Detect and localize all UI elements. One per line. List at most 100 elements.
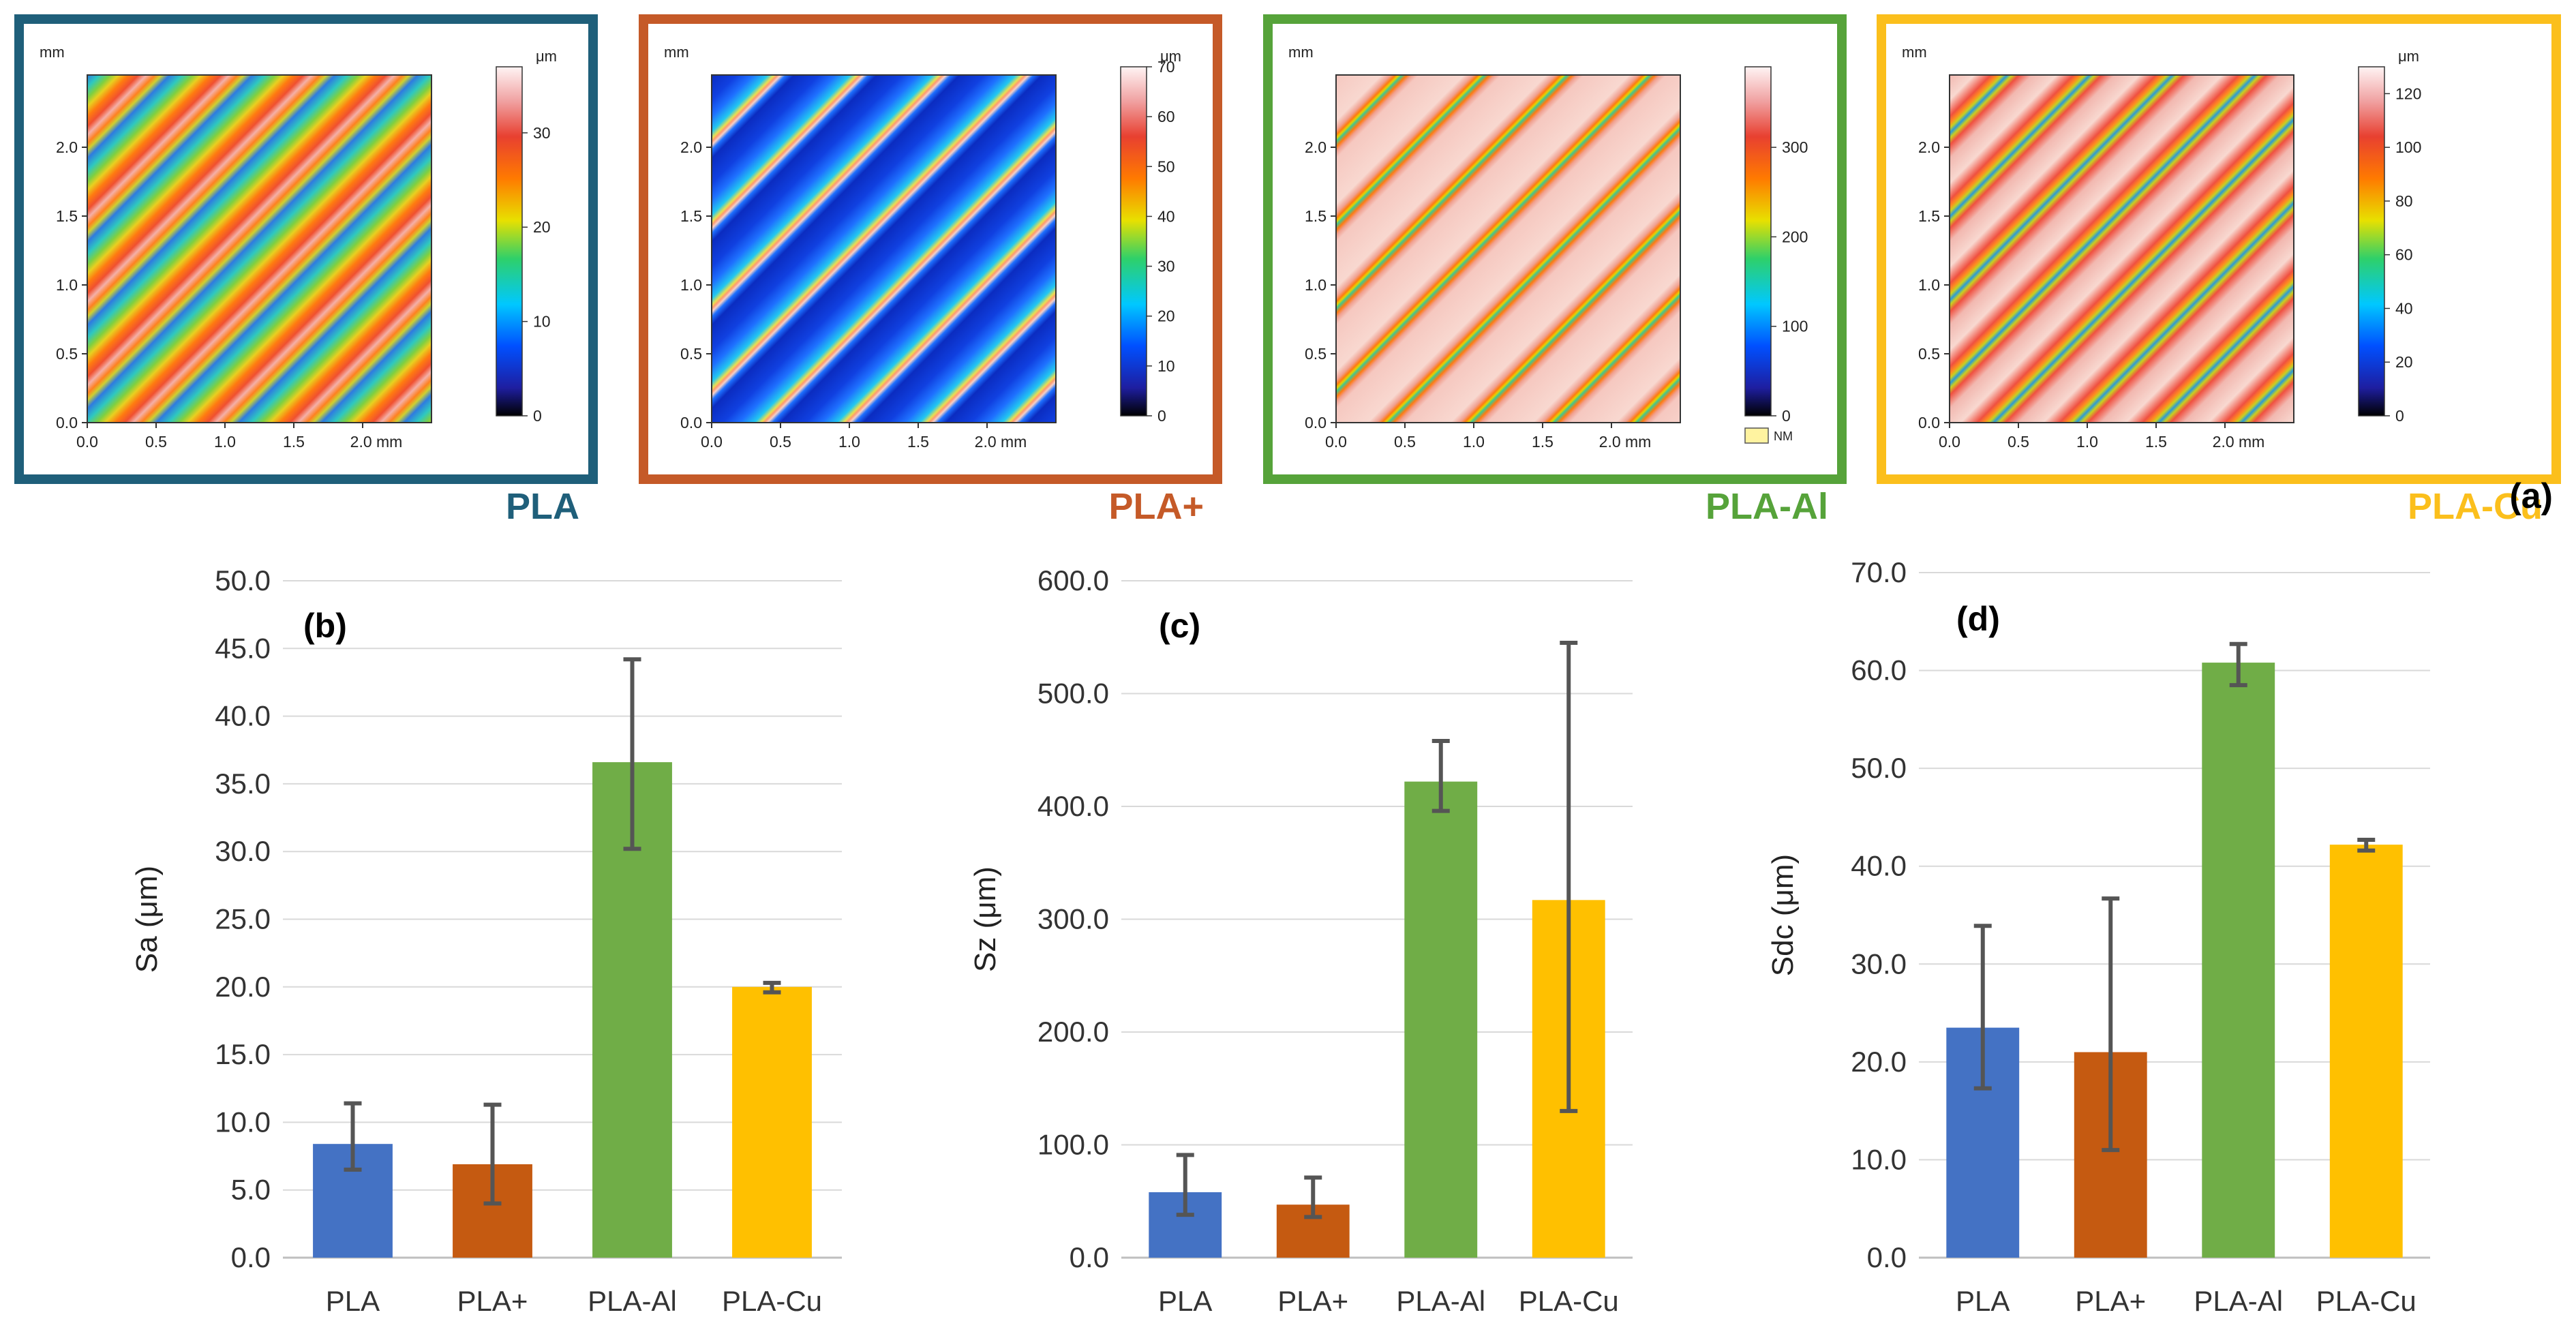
map-y-tick-label: 2.0: [1918, 138, 1940, 156]
map-y-tick-label: 1.5: [56, 207, 78, 225]
map-x-tick-label: 2.0 mm: [975, 433, 1027, 451]
colorbar-tick-label: 60: [2395, 246, 2413, 264]
map-x-tick-label: 2.0 mm: [2213, 433, 2265, 451]
colorbar-unit: μm: [1160, 48, 1181, 65]
x-tick-label: PLA: [326, 1285, 380, 1317]
x-tick-label: PLA-Al: [588, 1285, 677, 1317]
map-axes-box: [711, 74, 1057, 423]
map-y-unit: mm: [1288, 44, 1314, 61]
map-y-tick-label: 0.0: [56, 414, 78, 431]
nm-legend-swatch: [1744, 427, 1769, 444]
map-y-unit: mm: [40, 44, 65, 61]
colorbar-tick-label: 0: [533, 407, 542, 425]
height-map-image: [1336, 75, 1680, 423]
colorbar-tick-label: 30: [533, 124, 551, 142]
bar-chart-b: 0.0 5.0 10.0 15.0 20.0 25.0 30.0 35.0 40.0 45.0 50…: [130, 564, 842, 1317]
colorbar-tick-label: 0: [1782, 407, 1791, 425]
surface-map-pla: mm 0.0 0.5 1.0 1.5 2.0 0.0 0.5 1.0 1.5 2.0 mm μm 0 10…: [14, 14, 598, 527]
colorbar-tick-label: 20: [2395, 353, 2413, 371]
colorbar-tick-label: 20: [533, 218, 551, 236]
map-y-tick-label: 0.5: [1918, 345, 1940, 363]
colorbar-tick-label: 60: [1157, 108, 1175, 125]
map-y-tick-label: 1.5: [1918, 207, 1940, 225]
map-y-tick-label: 0.0: [1918, 414, 1940, 431]
bar-pla-al: [1404, 781, 1478, 1258]
y-tick-label: 100.0: [1037, 1129, 1109, 1161]
material-label: PLA-Cu: [2408, 486, 2543, 527]
colorbar-tick-label: 10: [1157, 357, 1175, 375]
map-y-unit: mm: [1902, 44, 1927, 61]
y-tick-label: 200.0: [1037, 1016, 1109, 1048]
y-tick-label: 0.0: [1867, 1241, 1907, 1273]
colorbar-tick-label: 300: [1782, 138, 1808, 156]
map-y-tick-label: 1.0: [1918, 276, 1940, 294]
panel-label: (c): [1159, 607, 1200, 645]
map-x-tick-label: 2.0 mm: [350, 433, 403, 451]
map-y-tick-label: 0.5: [56, 345, 78, 363]
bar-pla-cu: [732, 986, 812, 1258]
panel-label: (d): [1956, 600, 2000, 638]
map-axes-box: [1335, 74, 1681, 423]
map-y-tick-label: 0.5: [1305, 345, 1327, 363]
colorbar-tick-label: 0: [2395, 407, 2404, 425]
map-y-unit: mm: [664, 44, 689, 61]
y-tick-label: 0.0: [1070, 1241, 1109, 1273]
map-x-tick-label: 0.0: [1325, 433, 1347, 451]
y-tick-label: 40.0: [1851, 850, 1907, 882]
colorbar: [2358, 66, 2385, 416]
material-label: PLA: [506, 486, 579, 527]
y-axis-label: Sz (μm): [969, 866, 1002, 972]
colorbar-unit: μm: [536, 48, 557, 65]
height-map-image: [712, 75, 1056, 423]
y-tick-label: 60.0: [1851, 654, 1907, 686]
y-tick-label: 35.0: [215, 768, 271, 800]
map-x-tick-label: 0.0: [1939, 433, 1960, 451]
map-x-tick-label: 0.5: [2007, 433, 2029, 451]
map-y-tick-label: 2.0: [680, 138, 702, 156]
x-tick-label: PLA-Cu: [1519, 1285, 1619, 1317]
x-tick-label: PLA+: [2075, 1285, 2146, 1317]
y-tick-label: 5.0: [231, 1174, 271, 1206]
y-axis-label: Sa (μm): [130, 866, 164, 973]
x-tick-label: PLA+: [457, 1285, 528, 1317]
x-tick-label: PLA: [1956, 1285, 2010, 1317]
panel-label: (b): [303, 607, 347, 645]
map-x-tick-label: 0.5: [770, 433, 791, 451]
bar-pla-cu: [2329, 845, 2403, 1258]
surface-map-pla-plus: mm 0.0 0.5 1.0 1.5 2.0 0.0 0.5 1.0 1.5 2.0 mm μm 0 10…: [639, 14, 1222, 527]
bar-pla-al: [2202, 663, 2275, 1258]
map-y-tick-label: 1.0: [680, 276, 702, 294]
map-x-tick-label: 1.0: [838, 433, 860, 451]
bar-charts-row: 0.0 5.0 10.0 15.0 20.0 25.0 30.0 35.0 40.0 45.0 50…: [130, 556, 2430, 1317]
colorbar-tick-label: 40: [2395, 299, 2413, 317]
y-tick-label: 10.0: [1851, 1143, 1907, 1175]
x-tick-label: PLA-Cu: [2316, 1285, 2416, 1317]
bar-chart-c: 0.0 100.0 200.0 300.0 400.0 500.0 600.0 Sz (μm)…: [969, 564, 1633, 1317]
map-axes-box: [87, 74, 432, 423]
map-x-tick-label: 1.0: [2076, 433, 2098, 451]
y-tick-label: 20.0: [1851, 1046, 1907, 1078]
map-x-tick-label: 0.0: [76, 433, 98, 451]
colorbar: [496, 66, 523, 416]
map-y-tick-label: 1.0: [56, 276, 78, 294]
figure-label-a: (a): [2509, 476, 2553, 516]
x-tick-label: PLA-Cu: [722, 1285, 822, 1317]
y-tick-label: 0.0: [231, 1241, 271, 1273]
y-tick-label: 20.0: [215, 971, 271, 1003]
surface-map-pla-al: mm 0.0 0.5 1.0 1.5 2.0 0.0 0.5 1.0 1.5 2.0 mm 0 100 2…: [1263, 14, 1847, 527]
y-axis-label: Sdc (μm): [1766, 854, 1800, 976]
material-label: PLA+: [1108, 486, 1204, 527]
map-x-tick-label: 2.0 mm: [1599, 433, 1652, 451]
x-tick-label: PLA: [1158, 1285, 1212, 1317]
y-tick-label: 25.0: [215, 903, 271, 935]
y-tick-label: 50.0: [215, 564, 271, 596]
y-tick-label: 10.0: [215, 1106, 271, 1138]
y-tick-label: 600.0: [1037, 564, 1109, 596]
colorbar-tick-label: 0: [1157, 407, 1166, 425]
material-label: PLA-Al: [1706, 486, 1828, 527]
colorbar-tick-label: 120: [2395, 85, 2421, 102]
map-x-tick-label: 1.5: [2145, 433, 2167, 451]
x-tick-label: PLA+: [1277, 1285, 1348, 1317]
colorbar: [1120, 66, 1147, 416]
